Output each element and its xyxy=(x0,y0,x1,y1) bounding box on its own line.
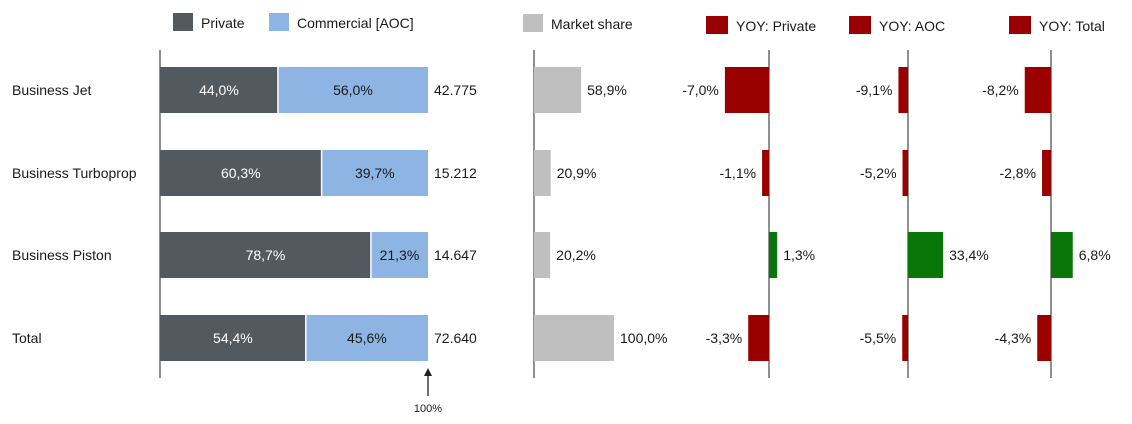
data-label-yoy-3: 6,8% xyxy=(1079,247,1111,263)
legend-swatch-private xyxy=(173,13,193,31)
bar-market-share xyxy=(534,150,551,196)
bar-private xyxy=(160,150,322,196)
bar-yoy-1 xyxy=(724,67,769,113)
legend-label-yoy-1: YOY: Private xyxy=(736,18,816,34)
data-label-yoy-3: -2,8% xyxy=(999,165,1036,181)
data-label-private: 54,4% xyxy=(213,330,253,346)
bar-market-share xyxy=(534,67,582,113)
data-label-commercial: 45,6% xyxy=(347,330,387,346)
legend-label-yoy-3: YOY: Total xyxy=(1039,18,1105,34)
bar-yoy-2 xyxy=(902,315,908,361)
legend-swatch-commercial xyxy=(269,13,289,31)
data-label-commercial: 39,7% xyxy=(355,165,395,181)
data-label-yoy-2: -9,1% xyxy=(856,82,893,98)
legend-label-yoy-2: YOY: AOC xyxy=(879,18,945,34)
bar-yoy-3 xyxy=(1024,67,1051,113)
bar-yoy-3 xyxy=(1051,232,1073,278)
bar-private xyxy=(160,232,371,278)
bar-market-share xyxy=(534,315,614,361)
data-label-yoy-2: 33,4% xyxy=(949,247,989,263)
bar-yoy-2 xyxy=(902,150,908,196)
bar-private xyxy=(160,67,278,113)
data-label-yoy-1: 1,3% xyxy=(783,247,815,263)
legend-swatch-market-share xyxy=(523,14,543,32)
bar-yoy-2 xyxy=(908,232,944,278)
data-label-commercial: 21,3% xyxy=(380,247,420,263)
data-label-yoy-2: -5,2% xyxy=(860,165,897,181)
legend-swatch-yoy-3 xyxy=(1009,16,1031,34)
data-label-total-count: 14.647 xyxy=(434,247,477,263)
data-label-total-count: 42.775 xyxy=(434,82,477,98)
legend-label-market-share: Market share xyxy=(551,16,633,32)
bar-yoy-3 xyxy=(1042,150,1051,196)
bar-private xyxy=(160,315,306,361)
legend-label-private: Private xyxy=(201,15,245,31)
marker-arrow-head xyxy=(424,368,432,376)
data-label-market-share: 20,2% xyxy=(556,247,596,263)
data-label-market-share: 58,9% xyxy=(587,82,627,98)
data-label-yoy-1: -1,1% xyxy=(719,165,756,181)
category-label: Business Jet xyxy=(12,82,91,98)
category-label: Business Turboprop xyxy=(12,165,137,181)
data-label-private: 60,3% xyxy=(221,165,261,181)
data-label-yoy-2: -5,5% xyxy=(860,330,897,346)
data-label-market-share: 100,0% xyxy=(620,330,667,346)
data-label-private: 44,0% xyxy=(199,82,239,98)
data-label-total-count: 15.212 xyxy=(434,165,477,181)
bar-market-share xyxy=(534,232,551,278)
legend-label-commercial: Commercial [AOC] xyxy=(297,15,414,31)
data-label-yoy-3: -4,3% xyxy=(995,330,1032,346)
legend-swatch-yoy-1 xyxy=(706,16,728,34)
category-label: Business Piston xyxy=(12,247,112,263)
marker-label-100: 100% xyxy=(414,403,442,415)
category-label: Total xyxy=(12,330,42,346)
data-label-yoy-1: -3,3% xyxy=(706,330,743,346)
bar-commercial xyxy=(321,150,428,196)
bar-yoy-1 xyxy=(769,232,778,278)
bar-commercial xyxy=(305,315,428,361)
data-label-commercial: 56,0% xyxy=(333,82,373,98)
bar-yoy-1 xyxy=(748,315,769,361)
data-label-market-share: 20,9% xyxy=(557,165,597,181)
bar-commercial xyxy=(277,67,428,113)
data-label-private: 78,7% xyxy=(246,247,286,263)
bar-commercial xyxy=(370,232,428,278)
bar-yoy-2 xyxy=(898,67,908,113)
data-label-total-count: 72.640 xyxy=(434,330,477,346)
data-label-yoy-3: -8,2% xyxy=(982,82,1019,98)
bar-yoy-3 xyxy=(1037,315,1051,361)
bar-yoy-1 xyxy=(762,150,769,196)
legend-swatch-yoy-2 xyxy=(849,16,871,34)
data-label-yoy-1: -7,0% xyxy=(682,82,719,98)
